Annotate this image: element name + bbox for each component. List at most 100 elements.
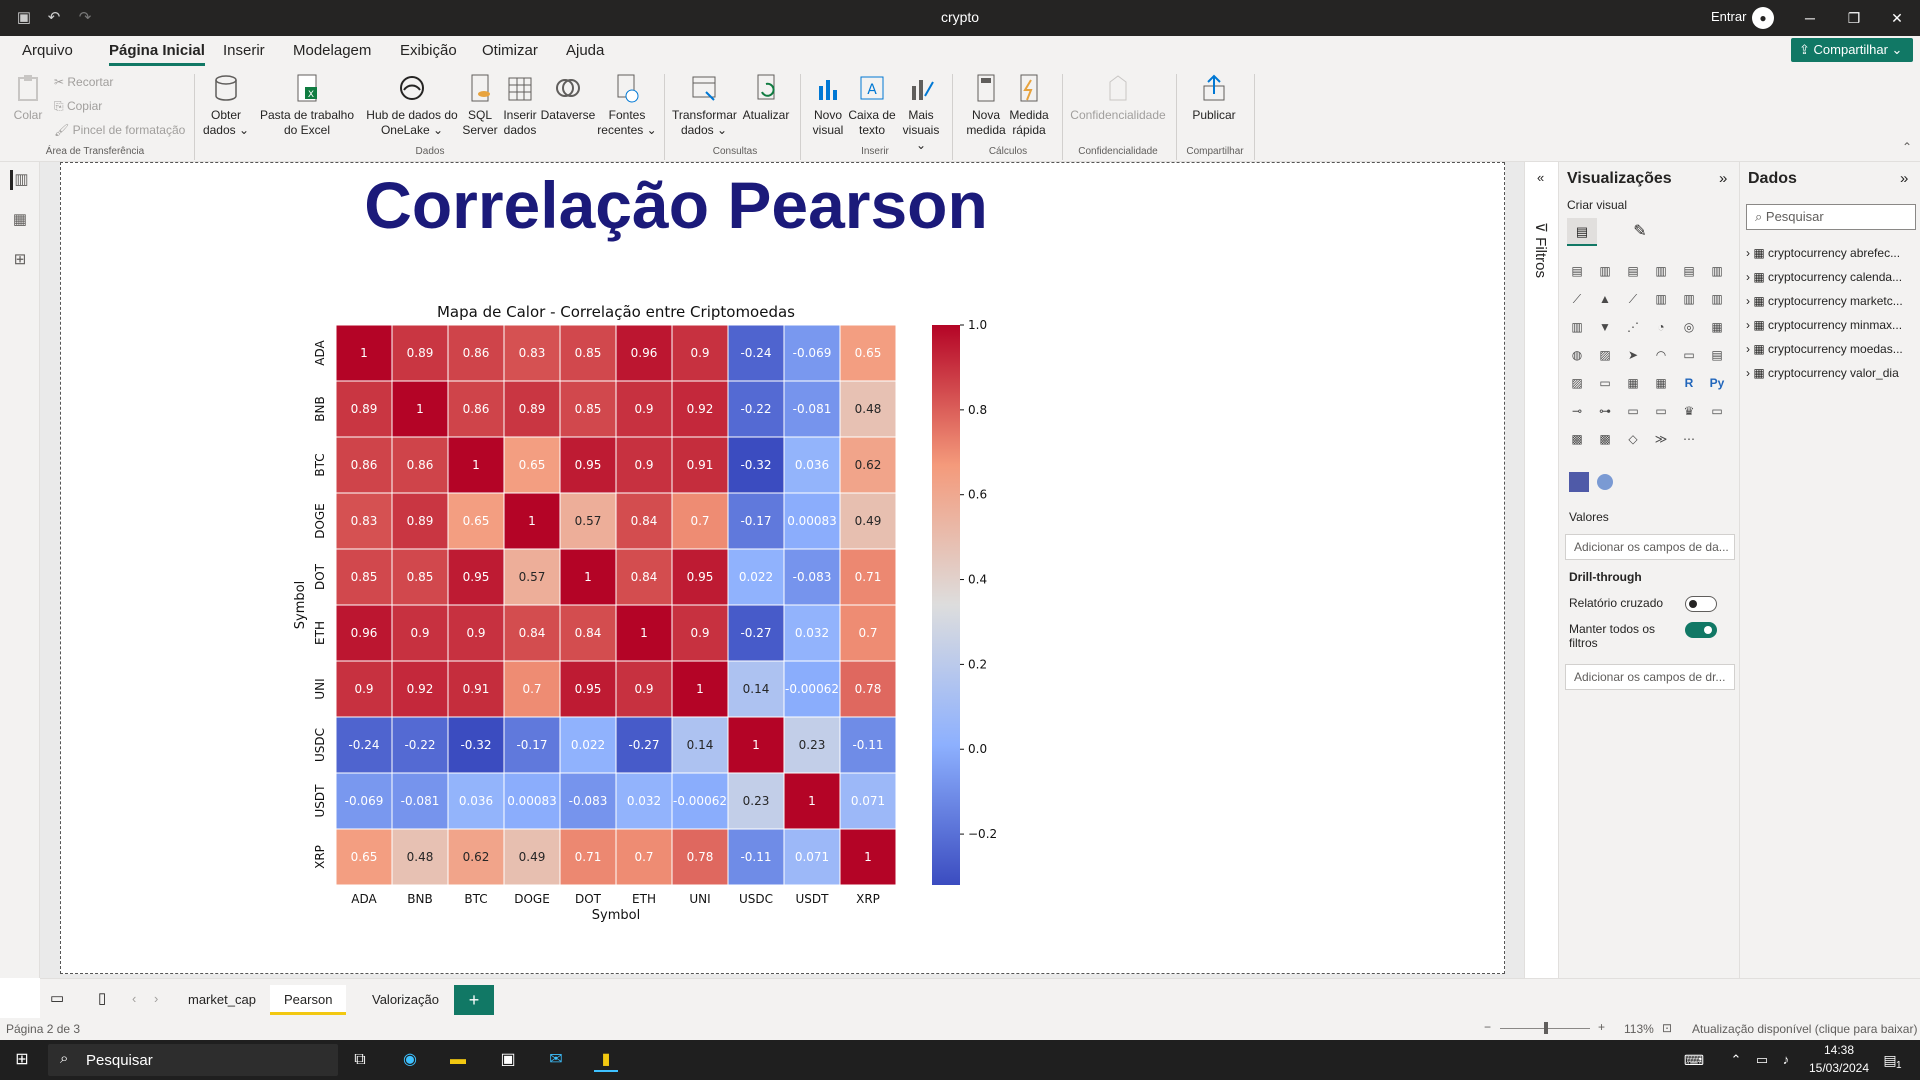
menu-modelagem[interactable]: Modelagem [293, 42, 372, 59]
visual-type-icon[interactable]: ◇ [1628, 432, 1638, 446]
visual-type-icon[interactable]: ⟋ [1572, 292, 1582, 306]
powerbi-icon[interactable]: ▮ [594, 1048, 618, 1072]
desktop-layout-icon[interactable]: ▭ [50, 990, 65, 1007]
new-measure-button[interactable]: Nova medida [958, 72, 1014, 138]
tab-market-cap[interactable]: market_cap [188, 992, 256, 1007]
visual-type-icon[interactable]: ▥ [1711, 292, 1723, 306]
store-icon[interactable]: ▣ [500, 1051, 516, 1068]
cut-button[interactable]: ✂ Recortar [54, 75, 114, 89]
data-table-item[interactable]: › ▦ cryptocurrency calenda... [1746, 270, 1903, 284]
visual-type-icon[interactable]: ▥ [1683, 292, 1695, 306]
file-explorer-icon[interactable]: ▬ [450, 1051, 466, 1068]
filters-pane[interactable]: « ⊽ Filtros [1524, 162, 1558, 978]
fit-page-icon[interactable]: ⊡ [1662, 1021, 1673, 1035]
visual-type-icon[interactable]: ▭ [1655, 404, 1667, 418]
visual-type-icon[interactable]: ◍ [1571, 348, 1583, 362]
tab-valorizacao[interactable]: Valorização [372, 992, 439, 1007]
zoom-slider[interactable] [1500, 1022, 1590, 1034]
visual-type-icon[interactable]: ▥ [1711, 264, 1723, 278]
visual-type-icon[interactable]: ▦ [1655, 376, 1667, 390]
get-data-button[interactable]: Obter dados ⌄ [202, 72, 250, 138]
tab-pearson[interactable]: Pearson [270, 985, 347, 1015]
close-icon[interactable]: ✕ [1891, 10, 1903, 26]
visual-type-icon[interactable]: ▭ [1627, 404, 1639, 418]
custom-visual-icon[interactable] [1569, 472, 1589, 492]
visual-type-icon[interactable]: ◠ [1655, 348, 1667, 362]
signin-link[interactable]: Entrar [1711, 9, 1747, 24]
data-table-item[interactable]: › ▦ cryptocurrency valor_dia [1746, 366, 1899, 380]
visual-type-icon[interactable]: Py [1709, 376, 1725, 390]
mail-icon[interactable]: ✉ [549, 1051, 563, 1068]
visual-type-icon[interactable]: ▩ [1571, 432, 1583, 446]
textbox-button[interactable]: A Caixa de texto [848, 72, 896, 138]
visual-type-icon[interactable]: ⟋ [1628, 292, 1638, 306]
visual-type-icon[interactable]: ▥ [1599, 264, 1611, 278]
visual-type-icon[interactable]: ▭ [1711, 404, 1723, 418]
onelake-hub-button[interactable]: Hub de dados do OneLake ⌄ [362, 72, 462, 138]
visual-type-icon[interactable]: ◔ [1657, 320, 1665, 334]
notifications-icon[interactable]: ▤ [1883, 1052, 1897, 1068]
data-table-item[interactable]: › ▦ cryptocurrency minmax... [1746, 318, 1903, 332]
publish-button[interactable]: Publicar [1186, 72, 1242, 123]
excel-button[interactable]: X Pasta de trabalho do Excel [252, 72, 362, 138]
save-icon[interactable]: ▣ [16, 9, 32, 26]
model-view-icon[interactable]: ⊞ [13, 251, 27, 268]
minimize-icon[interactable]: ─ [1805, 10, 1815, 26]
visual-type-icon[interactable]: ▩ [1599, 432, 1611, 446]
visual-type-icon[interactable]: ▨ [1571, 376, 1583, 390]
enter-data-button[interactable]: Inserir dados [500, 72, 540, 138]
build-visual-tab-icon[interactable]: ▤ [1567, 218, 1597, 246]
collapse-viz-icon[interactable]: » [1719, 170, 1728, 187]
visual-type-icon[interactable]: ▥ [1571, 320, 1583, 334]
visual-type-icon[interactable]: ➤ [1627, 348, 1639, 362]
visual-type-icon[interactable]: ♛ [1683, 404, 1695, 418]
expand-filters-icon[interactable]: « [1537, 170, 1545, 185]
visual-type-icon[interactable]: ◎ [1683, 320, 1695, 334]
format-painter-button[interactable]: 🖌 Pincel de formatação [54, 123, 186, 137]
zoom-out-icon[interactable]: − [1484, 1020, 1492, 1034]
task-view-icon[interactable]: ⧉ [354, 1051, 366, 1068]
new-visual-button[interactable]: Novo visual [806, 72, 850, 138]
visual-type-icon[interactable]: ▤ [1627, 264, 1639, 278]
redo-icon[interactable]: ↷ [78, 9, 92, 26]
data-table-item[interactable]: › ▦ cryptocurrency abrefec... [1746, 246, 1901, 260]
tray-chevron-icon[interactable]: ⌃ [1730, 1052, 1742, 1067]
dataverse-button[interactable]: Dataverse [540, 72, 596, 123]
visual-type-icon[interactable]: R [1684, 376, 1694, 390]
menu-inserir[interactable]: Inserir [223, 42, 265, 59]
quick-measure-button[interactable]: Medida rápida [1004, 72, 1054, 138]
visual-type-icon[interactable]: ▥ [1655, 264, 1667, 278]
mobile-layout-icon[interactable]: ▯ [98, 990, 107, 1007]
visual-type-icon[interactable]: ▤ [1683, 264, 1695, 278]
share-button[interactable]: ⇪ Compartilhar ⌄ [1791, 38, 1913, 62]
visual-type-icon[interactable]: ⊸ [1571, 404, 1583, 418]
keep-filters-toggle[interactable] [1685, 622, 1717, 638]
menu-pagina-inicial[interactable]: Página Inicial [109, 42, 205, 66]
paste-button[interactable]: Colar [10, 72, 46, 123]
update-available-link[interactable]: Atualização disponível (clique para baix… [1692, 1022, 1918, 1036]
taskbar-search-input[interactable]: ⌕ Pesquisar [48, 1044, 338, 1076]
transform-data-button[interactable]: Transformar dados ⌄ [672, 72, 737, 138]
zoom-in-icon[interactable]: + [1598, 1020, 1606, 1034]
data-search-input[interactable]: ⌕ Pesquisar [1746, 204, 1916, 230]
copy-button[interactable]: ⎘ Copiar [54, 99, 103, 113]
data-table-item[interactable]: › ▦ cryptocurrency moedas... [1746, 342, 1903, 356]
prev-page-icon[interactable]: ‹ [132, 991, 137, 1006]
format-visual-tab-icon[interactable]: ✎ [1633, 223, 1647, 240]
volume-icon[interactable]: ♪ [1782, 1052, 1790, 1067]
add-page-button[interactable]: + [454, 985, 494, 1015]
user-icon[interactable]: ● [1752, 7, 1774, 29]
network-icon[interactable]: ▭ [1755, 1052, 1769, 1067]
sensitivity-button[interactable]: Confidencialidade [1068, 72, 1168, 123]
values-well[interactable]: Adicionar os campos de da... [1565, 534, 1735, 560]
visual-type-icon[interactable]: ▦ [1711, 320, 1723, 334]
restore-icon[interactable]: ❐ [1847, 10, 1861, 26]
visual-type-icon[interactable]: ▤ [1711, 348, 1723, 362]
menu-arquivo[interactable]: Arquivo [22, 42, 73, 59]
custom-visual-icon[interactable] [1597, 474, 1613, 490]
visual-type-icon[interactable]: ▨ [1599, 348, 1611, 362]
collapse-data-icon[interactable]: » [1900, 170, 1909, 187]
visual-type-icon[interactable]: ≫ [1654, 432, 1668, 446]
visual-type-icon[interactable]: ▭ [1683, 348, 1695, 362]
sql-server-button[interactable]: SQL Server [460, 72, 500, 138]
